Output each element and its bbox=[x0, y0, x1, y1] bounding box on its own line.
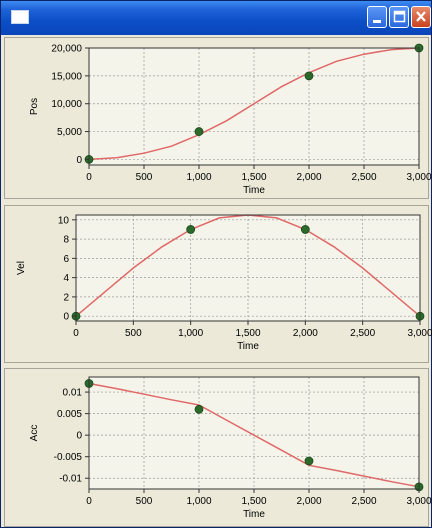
x-tick-label: 500 bbox=[136, 172, 153, 183]
close-icon bbox=[416, 11, 426, 22]
y-axis-label: Acc bbox=[29, 425, 40, 442]
x-tick-label: 2,500 bbox=[351, 496, 376, 507]
minimize-button[interactable] bbox=[367, 6, 387, 28]
x-tick-label: 2,500 bbox=[351, 172, 376, 183]
y-tick-label: 10,000 bbox=[51, 99, 82, 110]
x-tick-label: 2,000 bbox=[293, 328, 318, 339]
x-tick-label: 500 bbox=[125, 328, 142, 339]
data-point bbox=[304, 456, 314, 466]
window-icon[interactable] bbox=[11, 10, 29, 24]
y-tick-label: 2 bbox=[63, 292, 69, 303]
x-tick-label: 3,000 bbox=[406, 496, 431, 507]
x-tick-label: 1,000 bbox=[186, 172, 211, 183]
series-line bbox=[88, 382, 420, 488]
y-tick-label: 15,000 bbox=[51, 71, 82, 82]
minimize-icon bbox=[373, 20, 381, 23]
close-button[interactable] bbox=[411, 6, 431, 28]
velocity-chart: 0 500 1,000 1,500 2,000 2,500 3,000 0 2 4 6 8 10 Time… bbox=[16, 214, 432, 352]
position-chart-panel: 0 500 1,000 1,500 2,000 2,500 3,000 0 5,000 10,00… bbox=[4, 37, 432, 199]
x-tick-label: 2,000 bbox=[296, 172, 321, 183]
y-tick-label: 5,000 bbox=[57, 127, 82, 138]
x-tick-label: 1,000 bbox=[186, 496, 211, 507]
position-chart: 0 500 1,000 1,500 2,000 2,500 3,000 0 5,000 10,00… bbox=[29, 44, 432, 197]
y-tick-label: 10 bbox=[58, 215, 70, 226]
y-tick-label: 0.01 bbox=[63, 388, 83, 399]
x-tick-label: 500 bbox=[136, 496, 153, 507]
x-tick-label: 1,000 bbox=[178, 328, 203, 339]
x-tick-label: 1,500 bbox=[241, 496, 266, 507]
y-tick-label: 20,000 bbox=[51, 44, 82, 55]
data-point bbox=[186, 225, 196, 234]
y-tick-label: 0.005 bbox=[57, 409, 82, 420]
y-tick-label: 4 bbox=[63, 273, 69, 284]
data-point bbox=[194, 404, 204, 414]
acceleration-chart: 0 500 1,000 1,500 2,000 2,500 3,0000.010.0050-… bbox=[29, 376, 432, 520]
y-tick-label: 8 bbox=[63, 235, 69, 246]
x-tick-label: 2,500 bbox=[350, 328, 375, 339]
y-tick-label: 6 bbox=[63, 254, 69, 265]
x-tick-label: 2,000 bbox=[296, 496, 321, 507]
x-tick-label: 1,500 bbox=[241, 172, 266, 183]
x-tick-label: 3,000 bbox=[406, 172, 431, 183]
x-axis-label: Time bbox=[237, 341, 259, 352]
maximize-button[interactable] bbox=[389, 6, 409, 28]
velocity-chart-panel: 0 500 1,000 1,500 2,000 2,500 3,000 0 2 4 6 8 10 Time… bbox=[4, 205, 432, 363]
y-tick-label: -0.005 bbox=[54, 452, 83, 463]
y-axis-label: Vel bbox=[16, 261, 27, 275]
series-line bbox=[88, 47, 420, 161]
data-point bbox=[194, 127, 204, 136]
y-axis-label: Pos bbox=[29, 98, 40, 115]
maximize-icon bbox=[393, 10, 406, 23]
x-tick-label: 0 bbox=[86, 496, 92, 507]
x-axis-label: Time bbox=[243, 509, 265, 520]
y-tick-label: 0 bbox=[63, 312, 69, 323]
x-tick-label: 1,500 bbox=[235, 328, 260, 339]
x-tick-label: 0 bbox=[73, 328, 79, 339]
y-tick-label: 0 bbox=[76, 431, 82, 442]
x-axis-label: Time bbox=[243, 185, 265, 196]
acceleration-chart-panel: 0 500 1,000 1,500 2,000 2,500 3,000 0.01 0.005 0-… bbox=[4, 368, 432, 527]
x-tick-label: 0 bbox=[86, 172, 92, 183]
y-tick-label: 0 bbox=[76, 155, 82, 166]
data-point bbox=[304, 71, 314, 81]
title-bar[interactable] bbox=[1, 1, 431, 35]
x-tick-label: 3,000 bbox=[407, 328, 432, 339]
y-tick-label: -0.01 bbox=[59, 474, 82, 485]
data-point bbox=[300, 225, 310, 234]
